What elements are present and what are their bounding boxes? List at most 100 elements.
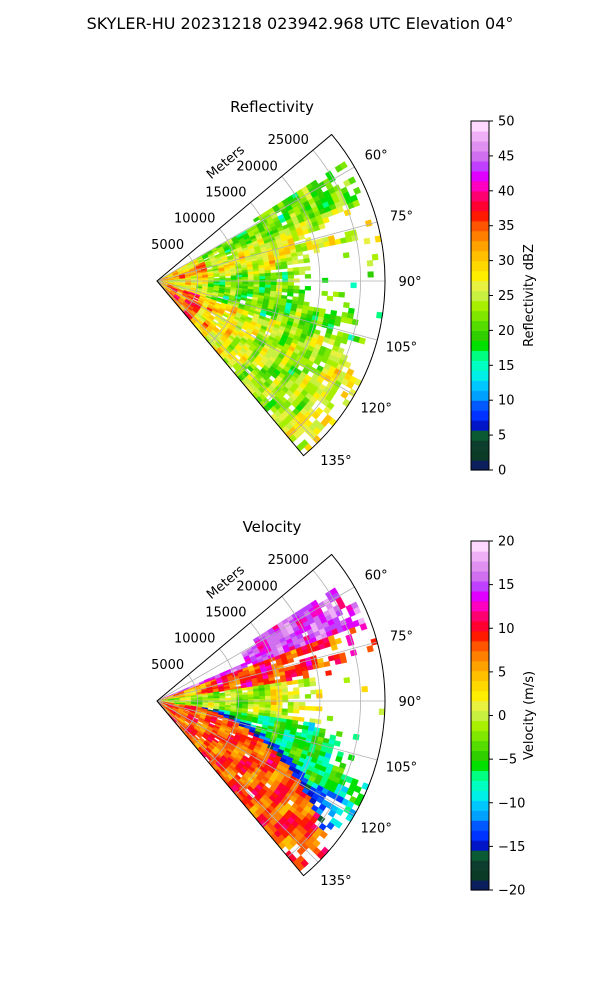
radar-gate [213, 274, 220, 278]
radar-gate [281, 264, 288, 270]
reflectivity-panel: Reflectivity 5000 10000 15000 20000 25000 60… [151, 98, 537, 479]
colorbar-segment [471, 660, 489, 672]
velocity-title: Velocity [243, 518, 302, 536]
colorbar-tick-label: 5 [498, 665, 506, 680]
radar-gate [264, 692, 272, 697]
colorbar-segment [471, 700, 489, 712]
colorbar-segment [471, 330, 489, 341]
azimuth-tick-label: 90° [399, 275, 422, 290]
colorbar-segment [471, 570, 489, 582]
radar-gate [314, 718, 322, 725]
radar-gate [253, 693, 260, 697]
radar-gate [265, 701, 272, 706]
azimuth-tick-label: 75° [390, 629, 413, 644]
radar-gate [304, 705, 312, 711]
range-tick-label: 15000 [205, 185, 246, 200]
radar-gate [292, 267, 300, 272]
radar-gate [323, 661, 331, 668]
radar-gate [265, 698, 272, 703]
radar-gate [253, 276, 260, 280]
colorbar-segment [471, 250, 489, 262]
radar-gate [286, 260, 294, 266]
radar-gate [270, 704, 277, 709]
colorbar-segment [471, 630, 489, 642]
colorbar-segment [471, 460, 489, 471]
radar-gate [287, 278, 294, 283]
radar-gate [358, 337, 366, 345]
radar-gate [287, 705, 294, 710]
reflectivity-field [157, 161, 384, 453]
radar-gate [333, 320, 341, 327]
radar-gate [343, 677, 351, 684]
radar-gate [247, 706, 254, 710]
radar-gate [293, 285, 300, 290]
colorbar-segment [471, 230, 489, 242]
radar-gate [299, 702, 306, 707]
radar-gate [352, 199, 361, 208]
radar-gate [259, 273, 266, 277]
colorbar-tick-label: 15 [498, 359, 515, 374]
radar-gate [264, 275, 272, 280]
azimuth-spoke [156, 280, 319, 443]
radar-gate [298, 266, 306, 272]
range-tick-label: 15000 [205, 605, 246, 620]
radar-gate [259, 278, 266, 283]
range-tick-label: 20000 [236, 159, 277, 174]
azimuth-spoke [156, 700, 378, 761]
radar-gate [293, 278, 300, 283]
colorbar-segment [471, 220, 489, 232]
colorbar-segment [471, 210, 489, 222]
range-tick-label: 5000 [151, 238, 184, 253]
colorbar-segment [471, 350, 489, 361]
azimuth-tick-label: 120° [361, 402, 392, 417]
colorbar-segment [471, 780, 489, 791]
range-tick-label: 5000 [151, 658, 184, 673]
radar-gate [297, 716, 305, 722]
radar-gate [225, 697, 232, 701]
radar-gate [293, 694, 300, 699]
colorbar-segment [471, 860, 489, 871]
colorbar-tick-label: 5 [498, 429, 506, 444]
radar-gate [287, 694, 294, 699]
colorbar-segment [471, 790, 489, 801]
range-tick-label: 10000 [174, 632, 215, 647]
colorbar-tick-label: 50 [498, 115, 515, 130]
azimuth-spoke [156, 700, 355, 816]
sector-frame [156, 133, 386, 457]
colorbar-segment [471, 430, 489, 441]
radar-gate [230, 697, 237, 700]
radar-gate [293, 709, 300, 714]
colorbar-segment [471, 600, 489, 612]
colorbar-tick-label: 20 [498, 535, 515, 550]
colorbar-segment [471, 320, 489, 331]
radar-gate [378, 708, 386, 716]
colorbar-segment [471, 710, 489, 722]
radar-gate [292, 259, 299, 265]
radar-gate [247, 281, 255, 285]
range-ring [261, 176, 321, 407]
radar-gate [352, 733, 360, 741]
colorbar-segment [471, 690, 489, 702]
radar-gate [270, 692, 277, 697]
radar-gate [259, 696, 266, 700]
radar-gate [247, 276, 255, 280]
radar-gate [299, 705, 306, 711]
colorbar-tick-label: 0 [498, 464, 506, 479]
radar-gate [297, 258, 305, 264]
colorbar-tick-label: 10 [498, 394, 515, 409]
colorbar-segment [471, 160, 489, 172]
radar-gate [347, 176, 357, 185]
radar-gate [363, 237, 371, 245]
colorbar-segment [471, 400, 489, 411]
azimuth-tick-label: 60° [365, 568, 388, 583]
velocity-azimuth-ticks: 60° 75° 90° 105° 120° 135° [320, 568, 421, 888]
azimuth-tick-label: 135° [320, 454, 351, 469]
colorbar-segment [471, 410, 489, 421]
colorbar-tick-label: 0 [498, 709, 506, 724]
radar-gate [236, 697, 243, 700]
colorbar-segment [471, 720, 489, 732]
radar-gate [293, 701, 300, 707]
azimuth-tick-label: 75° [390, 209, 413, 224]
colorbar-segment [471, 300, 489, 312]
colorbar-segment [471, 610, 489, 622]
